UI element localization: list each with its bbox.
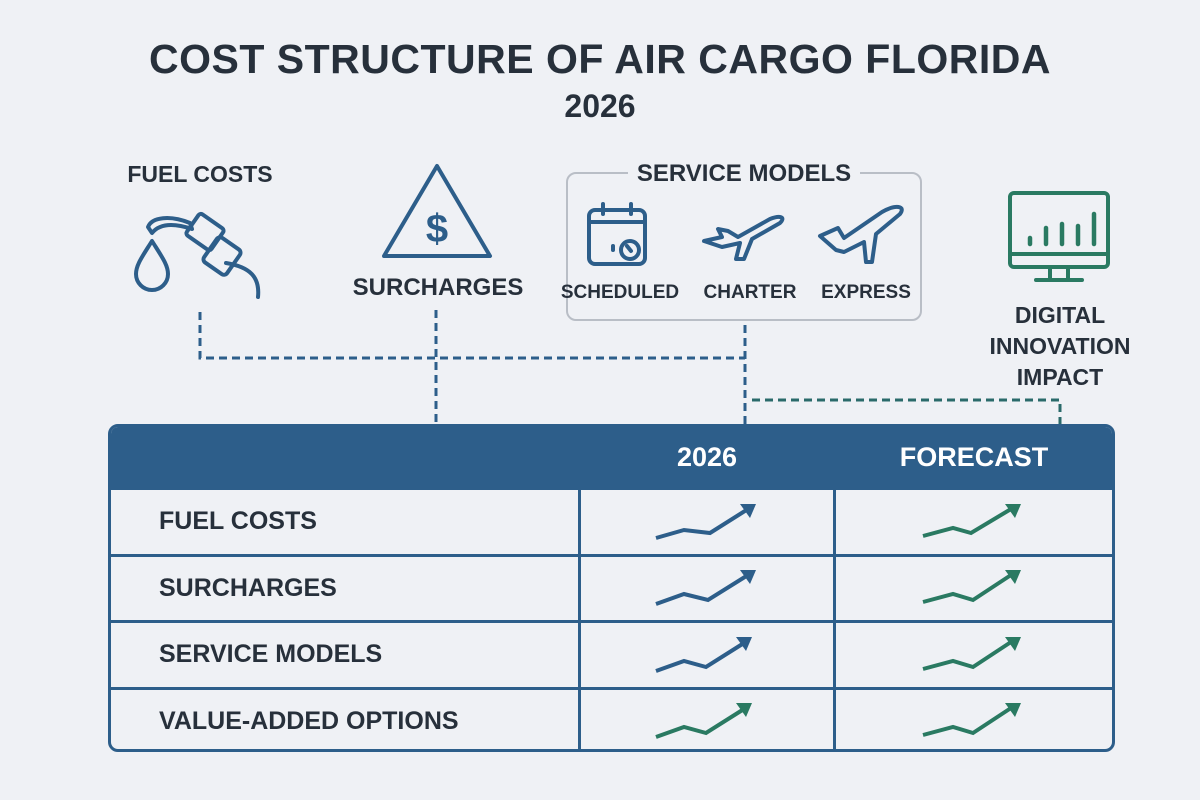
svg-text:$: $ bbox=[426, 207, 448, 251]
service-model-scheduled: SCHEDULED bbox=[560, 282, 680, 303]
row-label: VALUE-ADDED OPTIONS bbox=[159, 706, 459, 735]
trend-up-arrow-icon bbox=[922, 703, 1021, 738]
header-2026: 2026 bbox=[676, 441, 738, 472]
digital-line-2: INNOVATION bbox=[989, 333, 1131, 359]
trend-cell-forecast bbox=[836, 557, 1112, 621]
row-label: SERVICE MODELS bbox=[159, 640, 383, 669]
digital-line-3: IMPACT bbox=[1016, 364, 1104, 390]
trend-up-arrow-icon bbox=[655, 703, 752, 740]
trend-up-arrow-icon bbox=[922, 503, 1021, 538]
service-models-title: SERVICE MODELS bbox=[628, 160, 860, 188]
table-row: SURCHARGES bbox=[111, 553, 1112, 621]
trend-cell-forecast bbox=[836, 490, 1112, 554]
trend-up-arrow-icon bbox=[922, 570, 1021, 605]
trend-cell-forecast bbox=[836, 623, 1112, 687]
cost-trend-table: 2026 FORECAST FUEL COSTS SURCHARGES SERV… bbox=[108, 424, 1115, 752]
row-label: FUEL COSTS bbox=[159, 507, 317, 536]
digital-line-1: DIGITAL bbox=[1014, 302, 1106, 328]
service-model-express: EXPRESS bbox=[821, 282, 911, 303]
trend-up-arrow-icon bbox=[922, 636, 1021, 671]
service-model-charter: CHARTER bbox=[703, 282, 797, 303]
digital-innovation-label: DIGITAL INNOVATION IMPACT bbox=[970, 300, 1150, 393]
trend-cell-2026 bbox=[578, 689, 836, 749]
table-row: SERVICE MODELS bbox=[111, 620, 1112, 687]
trend-cell-2026 bbox=[578, 490, 836, 554]
table-row: VALUE-ADDED OPTIONS bbox=[111, 686, 1112, 750]
page-subtitle: 2026 bbox=[564, 88, 636, 124]
fuel-pump-icon bbox=[134, 211, 261, 299]
trend-cell-2026 bbox=[578, 556, 836, 620]
trend-up-arrow-icon bbox=[655, 636, 752, 673]
table-header: 2026 FORECAST bbox=[111, 427, 1112, 487]
airplane-icon bbox=[702, 214, 785, 261]
trend-up-arrow-icon bbox=[655, 503, 756, 540]
trend-cell-forecast bbox=[836, 690, 1112, 750]
table-row: FUEL COSTS bbox=[111, 487, 1112, 554]
header-empty bbox=[111, 427, 578, 487]
dollar-warning-icon: $ bbox=[382, 164, 492, 258]
airplane-takeoff-icon bbox=[818, 205, 904, 264]
header-forecast: FORECAST bbox=[899, 441, 1049, 472]
trend-up-arrow-icon bbox=[655, 570, 756, 607]
trend-cell-2026 bbox=[578, 623, 836, 687]
surcharges-label: SURCHARGES bbox=[352, 274, 524, 301]
fuel-costs-label: FUEL COSTS bbox=[127, 161, 273, 187]
calendar-clock-icon bbox=[587, 202, 647, 266]
monitor-chart-icon bbox=[1008, 191, 1110, 282]
row-label: SURCHARGES bbox=[159, 573, 337, 602]
page-title: COST STRUCTURE OF AIR CARGO FLORIDA bbox=[148, 36, 1051, 82]
